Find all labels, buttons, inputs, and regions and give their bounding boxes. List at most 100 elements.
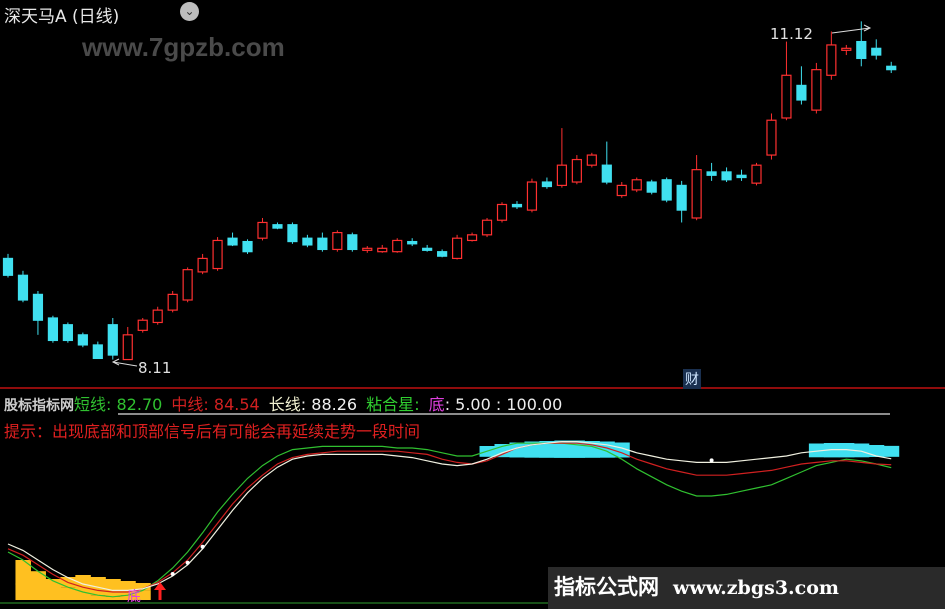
watermark-top: www.7gpzb.com bbox=[82, 32, 285, 62]
signal-dot bbox=[709, 458, 714, 463]
candle-body bbox=[227, 237, 238, 246]
candle-body bbox=[392, 239, 403, 253]
candle-body bbox=[272, 224, 283, 229]
candle bbox=[751, 162, 762, 186]
candle bbox=[212, 237, 223, 271]
candle-body bbox=[526, 181, 538, 211]
mid-value: : 84.54 bbox=[203, 395, 260, 414]
candle-body bbox=[511, 203, 523, 208]
bottom-zone-bar bbox=[15, 560, 31, 600]
candle bbox=[272, 222, 283, 230]
candle bbox=[227, 232, 238, 247]
candle-body bbox=[452, 237, 463, 260]
chart-title: 深天马A (日线) bbox=[4, 7, 120, 27]
top-zone-bar bbox=[808, 443, 825, 458]
candle-body bbox=[676, 184, 687, 211]
finance-badge[interactable]: 财 bbox=[683, 369, 701, 389]
candle-body bbox=[706, 171, 717, 176]
candle bbox=[676, 180, 687, 223]
candle-body bbox=[347, 234, 358, 251]
candle-body bbox=[92, 344, 103, 360]
candle bbox=[2, 253, 14, 278]
bottom-zone-bar bbox=[135, 590, 151, 600]
candle-body bbox=[2, 257, 14, 276]
candle bbox=[526, 178, 538, 213]
candle bbox=[586, 152, 597, 168]
candle bbox=[736, 169, 747, 181]
candle-body bbox=[377, 247, 388, 253]
candle bbox=[422, 244, 433, 252]
candle-body bbox=[17, 274, 29, 301]
candle-body bbox=[601, 164, 612, 183]
high-marker-arrow-icon bbox=[831, 27, 871, 34]
star-label: 粘合星 bbox=[366, 395, 415, 414]
candle-body bbox=[556, 164, 567, 186]
candle-body bbox=[616, 184, 627, 197]
candle bbox=[631, 177, 642, 193]
candle-body bbox=[167, 293, 178, 311]
candle bbox=[77, 332, 88, 348]
candle bbox=[407, 238, 418, 247]
candle bbox=[691, 155, 702, 221]
top-zone-bar bbox=[868, 445, 885, 457]
indicator-line-mid bbox=[7, 442, 892, 593]
candle-body bbox=[182, 269, 193, 301]
candle-body bbox=[646, 181, 657, 193]
arrow-head-icon bbox=[863, 24, 872, 32]
candle bbox=[152, 306, 163, 325]
candle-body bbox=[481, 219, 493, 236]
arrow-head-icon bbox=[111, 358, 120, 366]
star-value: : bbox=[414, 395, 420, 414]
candle-body bbox=[212, 239, 223, 270]
bottom-zone-bar bbox=[105, 596, 121, 600]
indicator-line-short bbox=[7, 442, 892, 598]
candle bbox=[137, 317, 148, 333]
low-marker: 8.11 bbox=[111, 358, 171, 377]
candle-body bbox=[886, 65, 897, 71]
candle-body bbox=[152, 309, 163, 324]
candle-body bbox=[242, 240, 253, 253]
bottom-value: : 5.00 : 100.00 bbox=[444, 395, 563, 414]
candle-body bbox=[721, 171, 732, 181]
bottom-signal-label: 底 bbox=[127, 589, 141, 605]
candle bbox=[796, 66, 807, 105]
bottom-zone-fill bbox=[135, 583, 151, 591]
candle-body bbox=[586, 154, 597, 166]
bottom-zone-fill bbox=[15, 583, 31, 585]
candle bbox=[601, 141, 612, 185]
candle bbox=[886, 61, 897, 74]
top-zone-bar bbox=[853, 443, 870, 458]
bottom-zone-bar bbox=[75, 592, 91, 600]
candle-body bbox=[691, 169, 702, 219]
candle-body bbox=[332, 231, 343, 251]
top-zone-bar bbox=[509, 442, 525, 458]
long-label: 长线 bbox=[268, 395, 301, 414]
candle-body bbox=[661, 179, 672, 201]
candle bbox=[167, 291, 178, 313]
long-value: : 88.26 bbox=[300, 395, 358, 414]
candle bbox=[571, 155, 582, 185]
candle bbox=[541, 177, 553, 189]
short-label: 短线 bbox=[74, 395, 107, 414]
candle-body bbox=[122, 334, 133, 361]
short-value: : 82.70 bbox=[106, 395, 163, 414]
signal-dot bbox=[170, 572, 175, 576]
candle bbox=[242, 239, 253, 254]
indicator-name: 股标指标网 bbox=[4, 398, 74, 414]
candle-body bbox=[422, 247, 433, 251]
candle bbox=[32, 291, 44, 335]
bottom-zone-bar bbox=[120, 595, 136, 600]
candle bbox=[496, 202, 508, 223]
candle-body bbox=[47, 317, 59, 342]
bottom-zone-bar bbox=[60, 587, 76, 600]
candle-body bbox=[811, 69, 822, 111]
high-marker: 11.12 bbox=[770, 24, 872, 43]
chevron-down-icon[interactable]: ⌄ bbox=[180, 2, 199, 21]
candle bbox=[556, 128, 567, 188]
top-zone-bar bbox=[554, 440, 570, 458]
indicator-line-long bbox=[7, 441, 892, 592]
candle-body bbox=[466, 234, 478, 242]
candle bbox=[721, 167, 732, 183]
bottom-zone-fill bbox=[45, 579, 61, 581]
